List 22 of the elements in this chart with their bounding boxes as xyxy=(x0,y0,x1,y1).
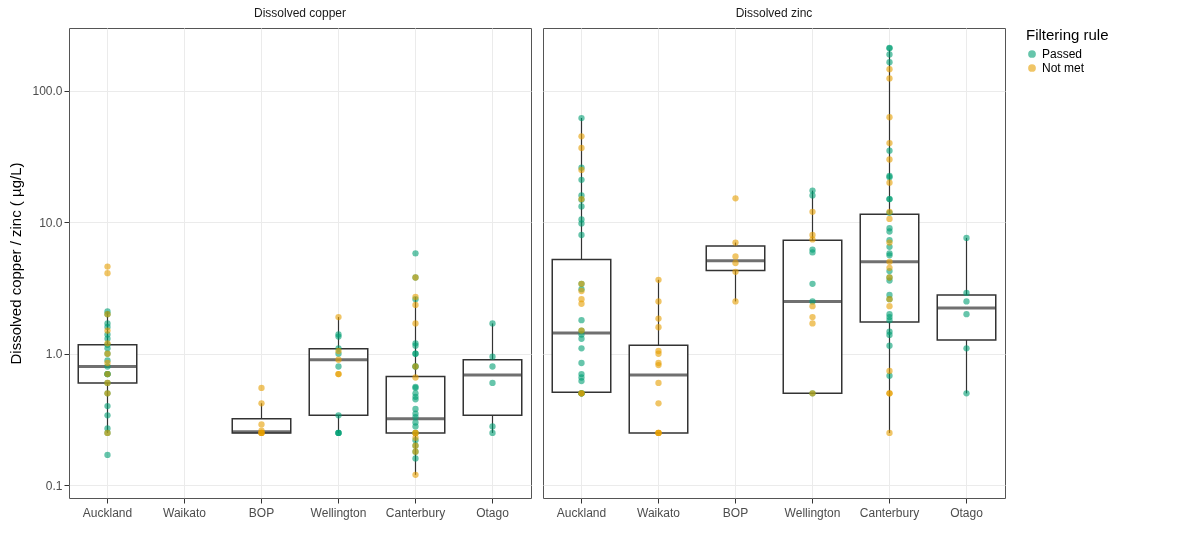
legend-label: Not met xyxy=(1042,61,1085,75)
x-tick-label: Waikato xyxy=(637,505,681,520)
x-tick-label: Waikato xyxy=(163,505,207,520)
chart-title: Dissolved zinc xyxy=(735,6,813,20)
chart-title: Dissolved copper xyxy=(253,6,347,20)
x-tick-label: BOP xyxy=(722,505,749,520)
x-tick-label: Auckland xyxy=(556,505,607,520)
x-tick-label: Wellington xyxy=(784,505,841,520)
x-tick-label: Otago xyxy=(476,505,510,520)
x-tick-label: Canterbury xyxy=(859,505,920,520)
y-tick-label: 10.0 xyxy=(39,215,63,230)
x-tick-label: Otago xyxy=(950,505,984,520)
legend-label: Passed xyxy=(1042,47,1083,61)
y-tick-label: 0.1 xyxy=(45,478,63,493)
y-tick-label: 1.0 xyxy=(45,347,63,362)
y-axis-title: Dissolved copper / zinc ( µg/L) xyxy=(7,162,25,365)
x-tick-label: Wellington xyxy=(310,505,367,520)
x-tick-label: BOP xyxy=(248,505,275,520)
y-tick-label: 100.0 xyxy=(32,84,63,99)
x-tick-label: Auckland xyxy=(82,505,133,520)
legend-title: Filtering rule xyxy=(1026,26,1109,43)
x-tick-label: Canterbury xyxy=(385,505,446,520)
